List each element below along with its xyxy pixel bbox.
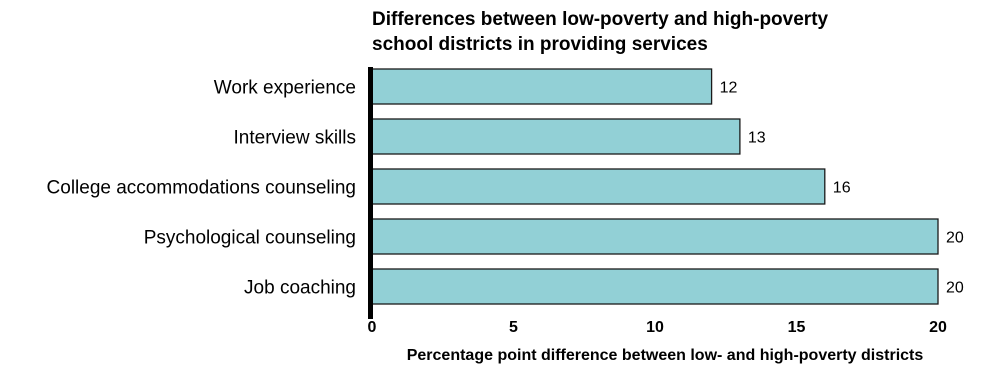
bar-4 — [371, 218, 939, 255]
bar-2 — [371, 118, 741, 155]
x-axis-title: Percentage point difference between low-… — [407, 347, 924, 364]
category-label-2: Interview skills — [234, 128, 356, 149]
data-label-3: 16 — [833, 180, 851, 197]
category-label-4: Psychological counseling — [144, 228, 356, 249]
x-tick-label-15: 15 — [788, 319, 806, 336]
bar-5 — [371, 268, 939, 305]
data-label-2: 13 — [748, 130, 766, 147]
category-label-1: Work experience — [214, 78, 356, 99]
category-label-5: Job coaching — [244, 278, 356, 299]
chart-title-line-2: school districts in providing services — [372, 34, 708, 55]
bar-3 — [371, 168, 826, 205]
chart-title-line-1: Differences between low-poverty and high… — [372, 9, 829, 30]
data-label-1: 12 — [720, 80, 738, 97]
x-tick-label-10: 10 — [646, 319, 664, 336]
bar-1 — [371, 68, 713, 105]
category-label-3: College accommodations counseling — [47, 178, 356, 199]
x-tick-label-5: 5 — [509, 319, 518, 336]
x-tick-label-20: 20 — [929, 319, 947, 336]
y-axis-line — [368, 67, 373, 319]
data-label-5: 20 — [946, 280, 964, 297]
data-label-4: 20 — [946, 230, 964, 247]
x-tick-label-0: 0 — [368, 319, 377, 336]
chart-title: Differences between low-poverty and high… — [372, 7, 972, 57]
